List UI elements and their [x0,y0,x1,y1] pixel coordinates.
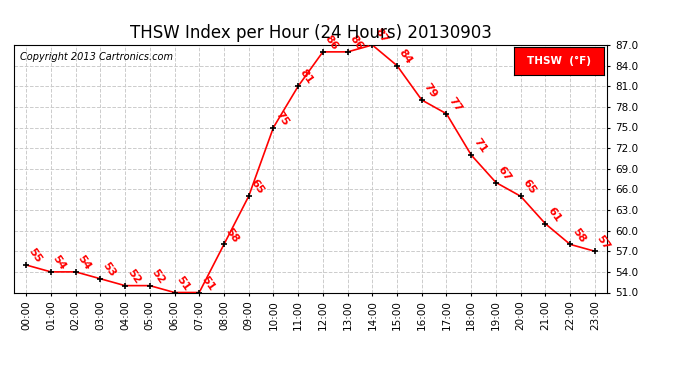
Text: 54: 54 [51,254,68,272]
Text: 61: 61 [545,205,562,224]
Text: 53: 53 [100,261,117,279]
Text: Copyright 2013 Cartronics.com: Copyright 2013 Cartronics.com [20,53,172,62]
Text: 67: 67 [496,164,513,183]
Text: 65: 65 [248,178,266,196]
Text: 65: 65 [521,178,538,196]
Text: 51: 51 [199,274,216,292]
Text: 81: 81 [298,68,315,86]
Text: 58: 58 [570,226,587,245]
Text: 57: 57 [595,233,612,251]
Text: 71: 71 [471,136,489,155]
Text: 84: 84 [397,47,414,66]
Text: 51: 51 [175,274,192,292]
Text: 87: 87 [373,27,389,45]
Title: THSW Index per Hour (24 Hours) 20130903: THSW Index per Hour (24 Hours) 20130903 [130,24,491,42]
Text: THSW  (°F): THSW (°F) [527,56,591,66]
Text: 77: 77 [446,95,464,114]
Text: 86: 86 [323,33,340,52]
Text: 52: 52 [125,267,142,286]
Text: 55: 55 [26,247,43,265]
Text: 86: 86 [348,33,365,52]
Text: 54: 54 [76,254,92,272]
Text: 75: 75 [273,109,290,128]
Text: 58: 58 [224,226,241,245]
Text: 79: 79 [422,81,439,100]
Text: 52: 52 [150,267,167,286]
